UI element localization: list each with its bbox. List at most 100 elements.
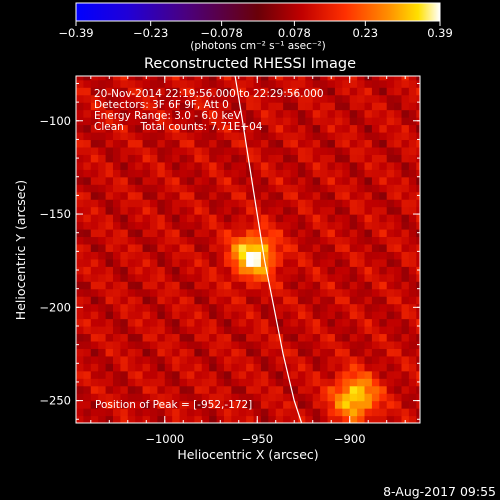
- heatmap-cell: [394, 184, 403, 193]
- heatmap-cell: [149, 318, 158, 327]
- heatmap-cell: [290, 146, 299, 155]
- heatmap-cell: [246, 415, 255, 423]
- heatmap-cell: [386, 311, 395, 320]
- heatmap-cell: [394, 76, 403, 81]
- heatmap-cell: [349, 400, 358, 409]
- annotation-detectors: Detectors: 3F 6F 9F, Att 0: [94, 99, 229, 111]
- heatmap-cell: [401, 333, 410, 342]
- heatmap-cell: [386, 355, 395, 364]
- heatmap-cell: [401, 184, 410, 193]
- heatmap-cell: [312, 94, 321, 103]
- heatmap-cell: [223, 206, 232, 215]
- heatmap-cell: [408, 146, 417, 155]
- heatmap-cell: [231, 236, 240, 245]
- heatmap-cell: [186, 400, 195, 409]
- heatmap-cell: [283, 228, 292, 238]
- heatmap-cell: [416, 131, 420, 141]
- heatmap-cell: [112, 154, 121, 163]
- heatmap-cell: [320, 117, 329, 126]
- heatmap-cell: [290, 176, 299, 185]
- heatmap-cell: [342, 311, 351, 320]
- heatmap-cell: [371, 146, 380, 155]
- heatmap-cell: [386, 228, 395, 238]
- heatmap-cell: [201, 176, 210, 185]
- heatmap-cell: [142, 273, 151, 282]
- heatmap-cell: [142, 124, 151, 133]
- heatmap-cell: [223, 102, 232, 111]
- heatmap-cell: [209, 102, 218, 111]
- heatmap-cell: [408, 288, 417, 297]
- heatmap-cell: [216, 169, 225, 178]
- heatmap-cell: [401, 251, 410, 260]
- heatmap-cell: [105, 348, 114, 357]
- heatmap-cell: [105, 79, 114, 88]
- heatmap-cell: [90, 296, 99, 305]
- heatmap-cell: [83, 131, 92, 141]
- heatmap-cell: [120, 363, 129, 372]
- heatmap-cell: [120, 94, 129, 103]
- heatmap-cell: [394, 161, 403, 170]
- heatmap-cell: [342, 139, 351, 148]
- heatmap-cell: [179, 161, 188, 170]
- heatmap-cell: [172, 131, 181, 141]
- heatmap-cell: [342, 370, 351, 379]
- heatmap-cell: [194, 124, 203, 133]
- heatmap-cell: [112, 206, 121, 215]
- heatmap-cell: [283, 139, 292, 148]
- heatmap-cell: [209, 154, 218, 163]
- heatmap-cell: [268, 333, 277, 342]
- heatmap-cell: [260, 348, 269, 357]
- heatmap-cell: [201, 131, 210, 141]
- heatmap-cell: [275, 236, 284, 245]
- heatmap-cell: [275, 124, 284, 133]
- heatmap-cell: [320, 154, 329, 163]
- heatmap-cell: [408, 296, 417, 305]
- heatmap-cell: [120, 333, 129, 342]
- heatmap-cell: [157, 117, 166, 126]
- heatmap-cell: [105, 154, 114, 163]
- heatmap-cell: [201, 273, 210, 282]
- heatmap-cell: [98, 400, 107, 409]
- heatmap-cell: [416, 370, 420, 379]
- heatmap-cell: [149, 370, 158, 379]
- heatmap-cell: [283, 303, 292, 312]
- heatmap-cell: [342, 87, 351, 96]
- heatmap-cell: [90, 94, 99, 103]
- heatmap-cell: [179, 370, 188, 379]
- heatmap-cell: [253, 393, 262, 402]
- heatmap-cell: [135, 273, 144, 282]
- heatmap-cell: [157, 243, 166, 252]
- heatmap-cell: [164, 154, 173, 163]
- heatmap-cell: [334, 415, 343, 423]
- heatmap-cell: [231, 393, 240, 402]
- heatmap-cell: [416, 408, 420, 417]
- heatmap-cell: [334, 206, 343, 215]
- heatmap-cell: [305, 340, 314, 349]
- heatmap-cell: [164, 281, 173, 290]
- heatmap-cell: [135, 251, 144, 260]
- heatmap-cell: [342, 400, 351, 409]
- heatmap-cell: [408, 199, 417, 208]
- heatmap-cell: [394, 333, 403, 342]
- heatmap-cell: [172, 281, 181, 290]
- heatmap-cell: [349, 94, 358, 103]
- heatmap-cell: [105, 408, 114, 417]
- heatmap-cell: [172, 333, 181, 342]
- heatmap-cell: [216, 131, 225, 141]
- heatmap-cell: [290, 199, 299, 208]
- heatmap-cell: [127, 214, 136, 223]
- heatmap-cell: [253, 318, 262, 327]
- heatmap-cell: [371, 206, 380, 215]
- heatmap-cell: [186, 206, 195, 215]
- heatmap-cell: [260, 199, 269, 208]
- heatmap-cell: [386, 333, 395, 342]
- heatmap-cell: [253, 236, 262, 245]
- heatmap-cell: [371, 258, 380, 267]
- heatmap-cell: [334, 176, 343, 185]
- heatmap-cell: [216, 296, 225, 305]
- heatmap-cell: [312, 184, 321, 193]
- colorbar-tick-label: −0.39: [58, 26, 93, 40]
- heatmap-cell: [268, 76, 277, 81]
- heatmap-cell: [408, 385, 417, 394]
- heatmap-cell: [90, 236, 99, 245]
